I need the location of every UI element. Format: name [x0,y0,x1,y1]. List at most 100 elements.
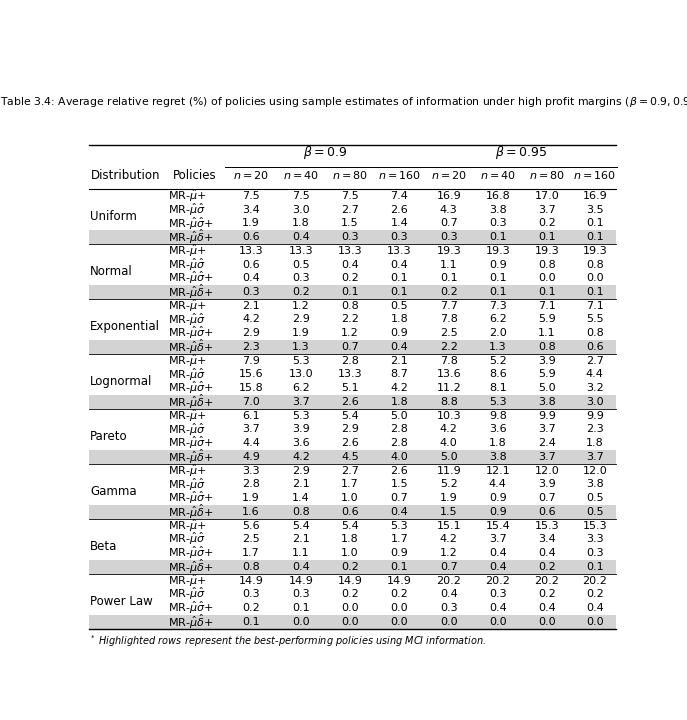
Text: 3.8: 3.8 [489,204,506,215]
Text: 2.5: 2.5 [440,328,458,338]
Text: MR-$\hat{\mu}$+: MR-$\hat{\mu}$+ [168,518,207,534]
Text: 0.6: 0.6 [242,259,260,269]
Text: 0.0: 0.0 [489,617,506,626]
Text: $^*$ Highlighted rows represent the best-performing policies using MCI informati: $^*$ Highlighted rows represent the best… [89,633,486,649]
Text: 3.8: 3.8 [489,452,506,462]
Text: 3.4: 3.4 [242,204,260,215]
Text: 3.6: 3.6 [292,438,310,448]
Text: 12.0: 12.0 [583,466,607,476]
Text: 2.8: 2.8 [390,424,408,434]
Text: 2.9: 2.9 [341,424,359,434]
Text: 0.4: 0.4 [391,342,408,352]
Text: 0.4: 0.4 [341,259,359,269]
Text: 0.4: 0.4 [391,507,408,517]
Text: 0.0: 0.0 [586,274,604,283]
Bar [89,450,616,464]
Text: MR-$\hat{\mu}\hat{\sigma}$: MR-$\hat{\mu}\hat{\sigma}$ [168,256,205,273]
Text: 2.7: 2.7 [341,466,359,476]
Text: 12.0: 12.0 [534,466,559,476]
Text: 1.1: 1.1 [538,328,556,338]
Text: 3.8: 3.8 [538,397,556,407]
Text: 0.4: 0.4 [489,603,506,613]
Text: 0.0: 0.0 [391,603,408,613]
Text: 0.1: 0.1 [292,603,310,613]
Text: 1.2: 1.2 [341,328,359,338]
Text: Lognormal: Lognormal [90,375,153,388]
Text: 3.2: 3.2 [586,383,604,393]
Text: 14.9: 14.9 [289,575,313,585]
Text: 0.6: 0.6 [586,342,604,352]
Text: 1.9: 1.9 [242,493,260,503]
Text: 0.5: 0.5 [292,259,310,269]
Text: 3.7: 3.7 [538,452,556,462]
Text: 1.8: 1.8 [489,438,506,448]
Text: 15.3: 15.3 [583,521,607,531]
Text: 0.4: 0.4 [391,259,408,269]
Text: 13.0: 13.0 [289,369,313,379]
Text: 7.8: 7.8 [440,356,458,366]
Text: MR-$\hat{\mu}$+: MR-$\hat{\mu}$+ [168,243,207,259]
Text: 0.1: 0.1 [538,287,556,297]
Text: 2.9: 2.9 [292,315,310,325]
Text: 0.1: 0.1 [391,562,408,572]
Text: 8.1: 8.1 [489,383,506,393]
Text: 1.0: 1.0 [341,493,359,503]
Text: 2.7: 2.7 [586,356,604,366]
Text: 0.4: 0.4 [440,589,458,599]
Text: 0.1: 0.1 [586,562,604,572]
Text: 2.5: 2.5 [242,534,260,544]
Text: 0.1: 0.1 [586,232,604,242]
Text: 4.2: 4.2 [440,424,458,434]
Text: 19.3: 19.3 [485,246,510,256]
Text: 3.3: 3.3 [586,534,604,544]
Text: 5.3: 5.3 [489,397,506,407]
Text: 0.2: 0.2 [586,589,604,599]
Text: 2.9: 2.9 [292,466,310,476]
Text: 0.4: 0.4 [242,274,260,283]
Text: Pareto: Pareto [90,430,128,443]
Text: 7.1: 7.1 [538,301,556,311]
Text: 2.6: 2.6 [341,397,359,407]
Text: 0.9: 0.9 [489,507,506,517]
Text: 0.1: 0.1 [440,274,458,283]
Text: 2.3: 2.3 [586,424,604,434]
Text: $n = 20$: $n = 20$ [431,169,466,181]
Text: 9.9: 9.9 [586,410,604,420]
Text: 0.8: 0.8 [586,259,604,269]
Text: 5.0: 5.0 [538,383,556,393]
Text: 0.3: 0.3 [242,589,260,599]
Text: 4.3: 4.3 [440,204,458,215]
Text: 11.2: 11.2 [436,383,461,393]
Text: Distribution: Distribution [91,168,160,181]
Text: 0.2: 0.2 [538,589,556,599]
Bar [89,615,616,629]
Text: 0.0: 0.0 [538,617,556,626]
Text: $n = 80$: $n = 80$ [529,169,565,181]
Text: 0.9: 0.9 [391,328,408,338]
Text: 1.2: 1.2 [440,548,458,558]
Text: Beta: Beta [90,540,117,553]
Text: 0.1: 0.1 [341,287,359,297]
Text: 0.1: 0.1 [489,287,506,297]
Text: 2.2: 2.2 [440,342,458,352]
Text: 1.9: 1.9 [292,328,310,338]
Text: Normal: Normal [90,265,133,278]
Text: 1.1: 1.1 [440,259,458,269]
Text: MR-$\hat{\mu}\hat{\sigma}$+: MR-$\hat{\mu}\hat{\sigma}$+ [168,270,214,287]
Text: MR-$\hat{\mu}$+: MR-$\hat{\mu}$+ [168,572,207,589]
Text: 0.8: 0.8 [292,507,310,517]
Text: 0.8: 0.8 [538,342,556,352]
Text: 8.6: 8.6 [489,369,506,379]
Text: 1.7: 1.7 [391,534,408,544]
Text: 3.0: 3.0 [292,204,310,215]
Text: 16.9: 16.9 [583,191,607,201]
Text: 2.8: 2.8 [242,480,260,490]
Text: Power Law: Power Law [90,595,153,608]
Text: 1.8: 1.8 [586,438,604,448]
Text: 17.0: 17.0 [534,191,559,201]
Text: MR-$\hat{\mu}\hat{\delta}$+: MR-$\hat{\mu}\hat{\delta}$+ [168,228,213,246]
Text: MR-$\hat{\mu}\hat{\sigma}$: MR-$\hat{\mu}\hat{\sigma}$ [168,421,205,438]
Text: 5.0: 5.0 [391,410,408,420]
Text: 2.2: 2.2 [341,315,359,325]
Text: 3.5: 3.5 [586,204,604,215]
